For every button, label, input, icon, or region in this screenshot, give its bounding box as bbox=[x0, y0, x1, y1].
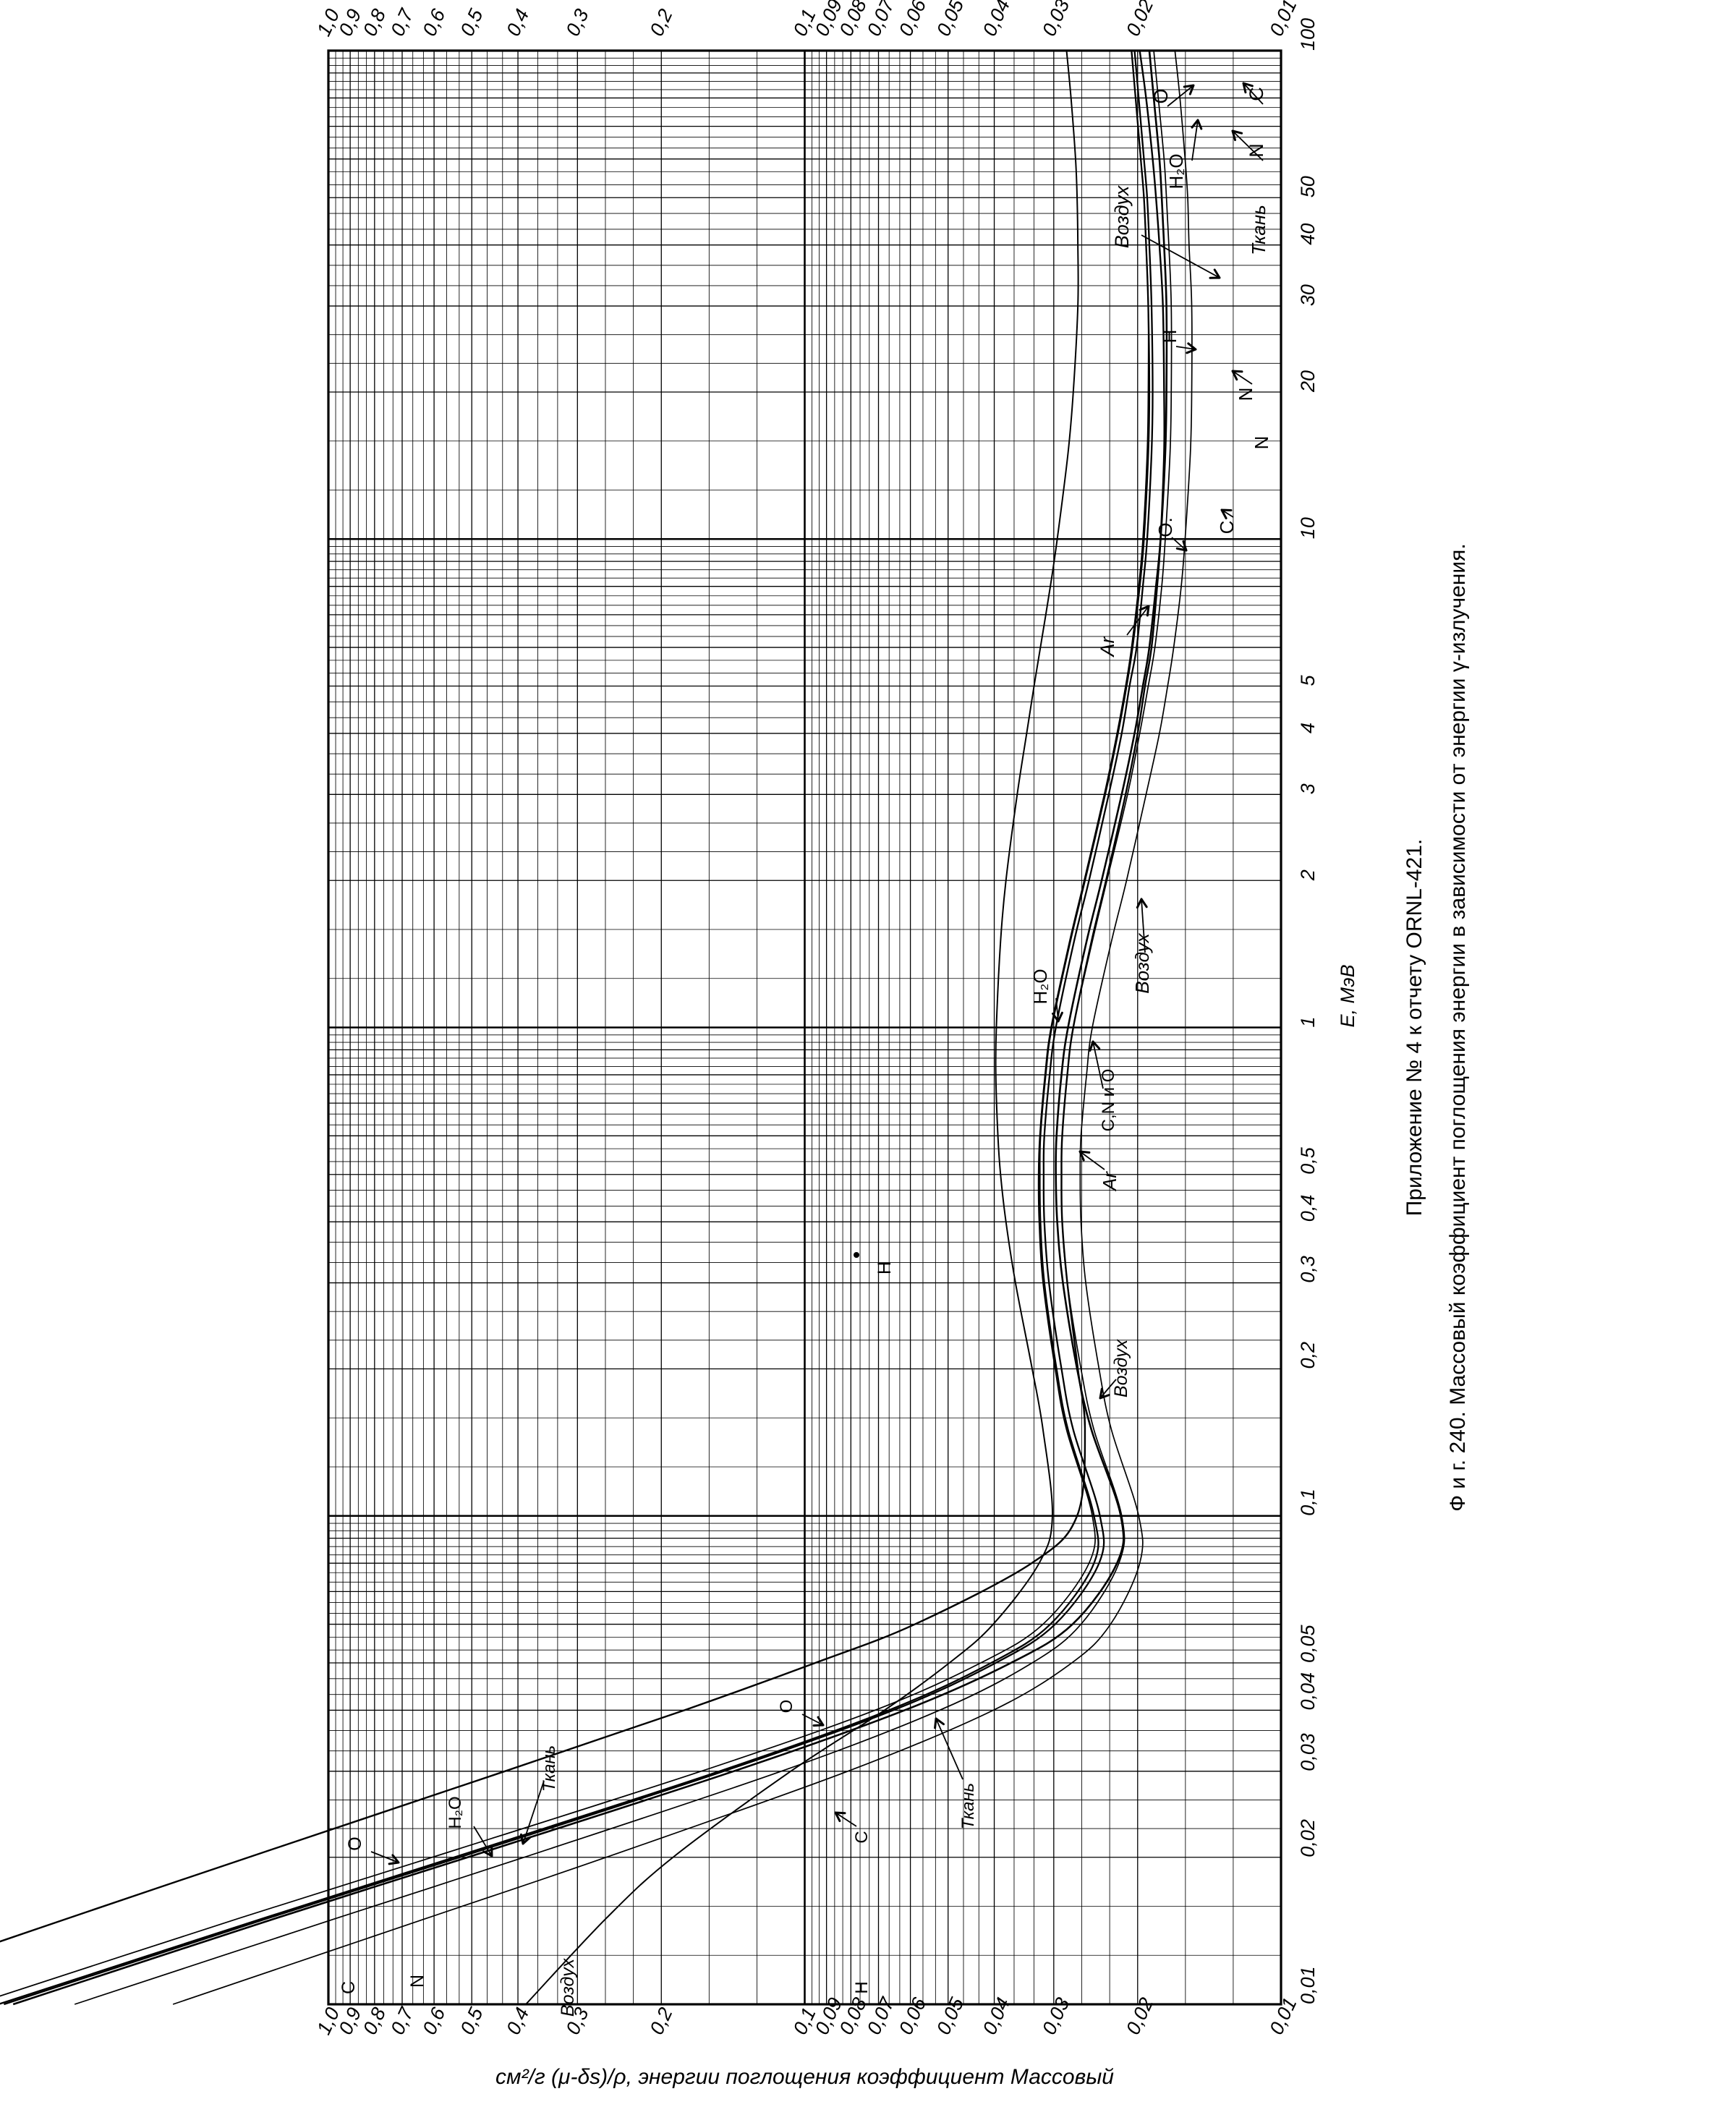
svg-text:4: 4 bbox=[1297, 723, 1319, 733]
svg-text:H₂O: H₂O bbox=[1165, 153, 1187, 189]
svg-text:H₂O: H₂O bbox=[1029, 969, 1051, 1004]
svg-text:10: 10 bbox=[1297, 517, 1319, 539]
svg-text:O: O bbox=[777, 1700, 796, 1714]
svg-text:50: 50 bbox=[1297, 176, 1319, 197]
svg-text:0,1: 0,1 bbox=[1297, 1489, 1319, 1516]
svg-text:0,02: 0,02 bbox=[1297, 1819, 1319, 1857]
svg-text:N: N bbox=[1235, 388, 1256, 401]
svg-text:20: 20 bbox=[1297, 370, 1319, 393]
svg-text:H: H bbox=[852, 1981, 872, 1993]
svg-text:Ткань: Ткань bbox=[1248, 205, 1269, 255]
svg-text:Приложение № 4 к отчету ORNL-4: Приложение № 4 к отчету ORNL-421. bbox=[1403, 839, 1426, 1217]
svg-text:Воздух: Воздух bbox=[1131, 932, 1153, 993]
svg-text:E, МэВ: E, МэВ bbox=[1337, 964, 1358, 1027]
svg-text:N: N bbox=[1251, 436, 1272, 450]
svg-text:N: N bbox=[1246, 143, 1267, 158]
svg-text:0,04: 0,04 bbox=[1297, 1672, 1319, 1711]
svg-text:Воздух: Воздух bbox=[558, 1957, 578, 2017]
svg-text:0,5: 0,5 bbox=[1297, 1146, 1319, 1175]
svg-text:40: 40 bbox=[1297, 224, 1319, 245]
svg-text:H: H bbox=[1159, 330, 1180, 344]
svg-text:30: 30 bbox=[1297, 284, 1319, 306]
svg-text:O: O bbox=[1150, 88, 1172, 103]
svg-text:1: 1 bbox=[1297, 1016, 1319, 1027]
svg-text:0,05: 0,05 bbox=[1297, 1624, 1319, 1663]
svg-text:0,2: 0,2 bbox=[1297, 1342, 1319, 1369]
svg-text:Ткань: Ткань bbox=[958, 1783, 978, 1829]
svg-text:Ar: Ar bbox=[1099, 1171, 1120, 1192]
svg-text:C: C bbox=[852, 1831, 872, 1843]
svg-text:C: C bbox=[1216, 521, 1238, 535]
svg-text:N: N bbox=[407, 1975, 427, 1988]
svg-text:Воздух: Воздух bbox=[1111, 184, 1133, 248]
svg-text:100: 100 bbox=[1297, 18, 1319, 51]
svg-text:O: O bbox=[345, 1836, 365, 1850]
svg-text:Ar: Ar bbox=[1097, 636, 1118, 657]
svg-text:0,4: 0,4 bbox=[1297, 1195, 1319, 1222]
svg-text:H: H bbox=[875, 1261, 895, 1274]
svg-text:C: C bbox=[339, 1981, 359, 1994]
svg-text:C,N и O: C,N и O bbox=[1099, 1069, 1118, 1132]
svg-text:2: 2 bbox=[1297, 869, 1319, 881]
svg-text:5: 5 bbox=[1297, 675, 1319, 686]
svg-text:O.: O. bbox=[1154, 517, 1176, 537]
svg-text:H₂O: H₂O bbox=[446, 1796, 465, 1829]
svg-text:0,01: 0,01 bbox=[1297, 1966, 1319, 2004]
svg-text:Воздух: Воздух bbox=[1111, 1338, 1131, 1397]
svg-text:0,03: 0,03 bbox=[1297, 1733, 1319, 1771]
svg-text:0,3: 0,3 bbox=[1297, 1256, 1319, 1283]
svg-text:Ф и г. 240. Массовый коэффицие: Ф и г. 240. Массовый коэффициент поглоще… bbox=[1446, 543, 1470, 1511]
svg-text:3: 3 bbox=[1297, 783, 1319, 794]
svg-text:см²/г (μ-δs)/ρ, энергии пог: см²/г (μ-δs)/ρ, энергии поглощения коэфф… bbox=[495, 2065, 1114, 2089]
